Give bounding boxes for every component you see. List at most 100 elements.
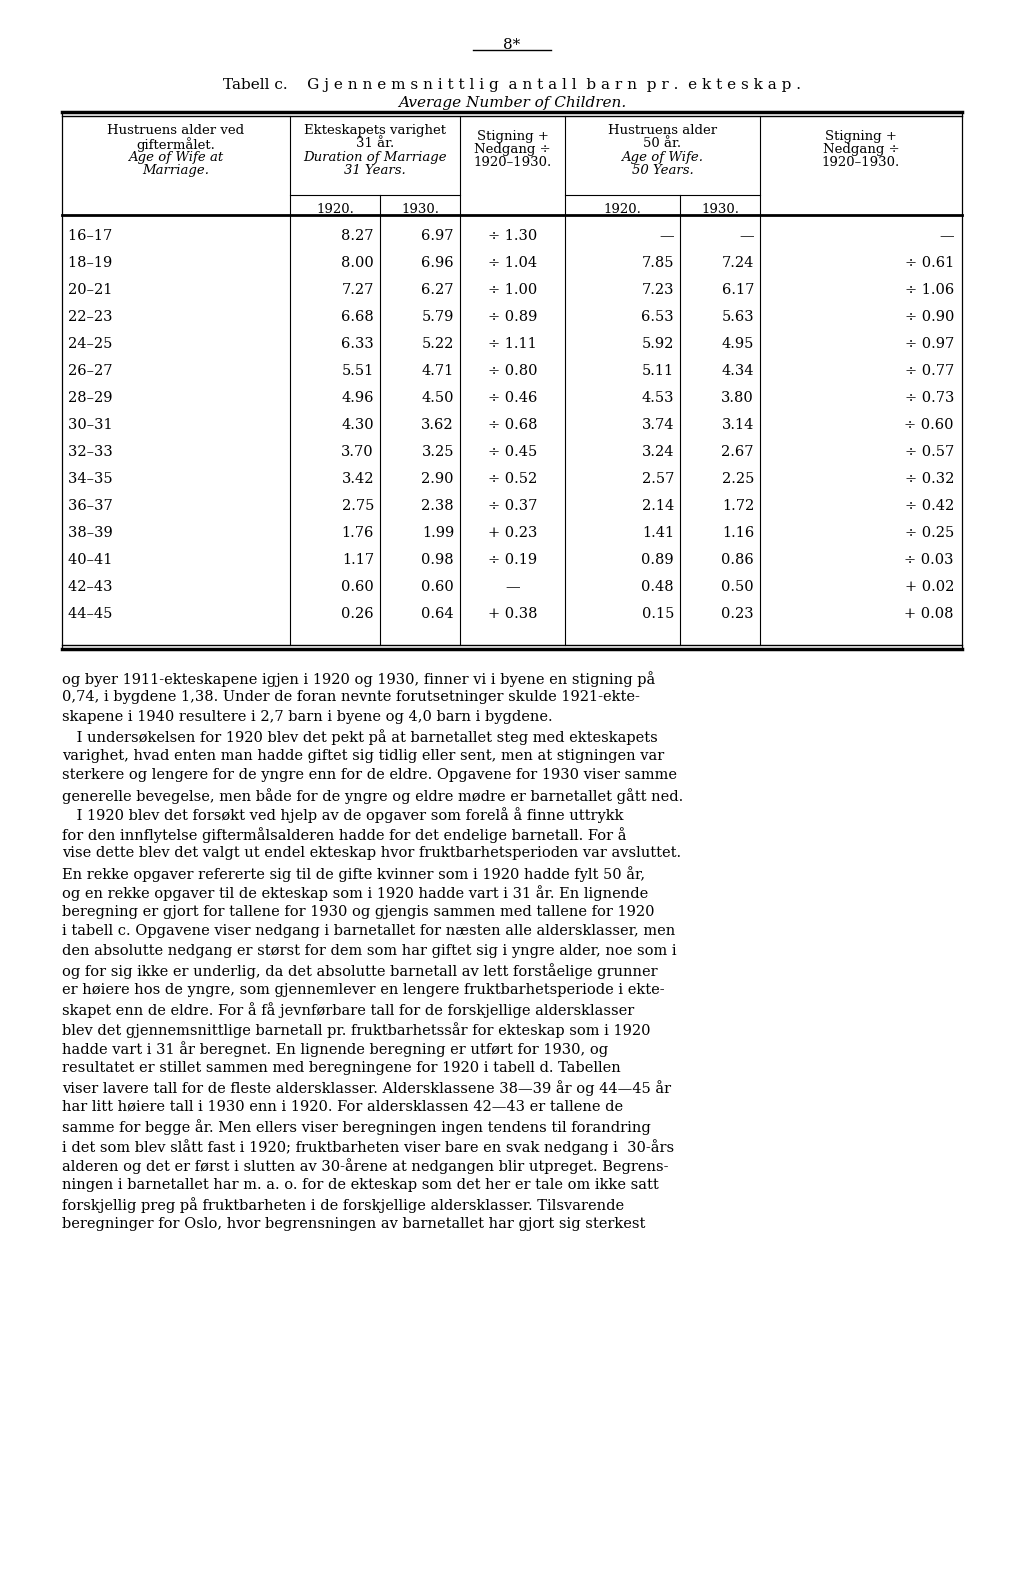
Text: ÷ 1.00: ÷ 1.00 [487,283,538,297]
Text: 6.53: 6.53 [641,310,674,324]
Text: 1.76: 1.76 [342,526,374,540]
Text: I 1920 blev det forsøkt ved hjelp av de opgaver som forelå å finne uttrykk: I 1920 blev det forsøkt ved hjelp av de … [62,807,624,823]
Text: 0.60: 0.60 [341,579,374,593]
Text: 6.96: 6.96 [421,257,454,271]
Text: 42–43: 42–43 [68,579,141,593]
Text: ÷ 0.46: ÷ 0.46 [487,390,538,405]
Text: 32–33: 32–33 [68,445,141,460]
Text: + 0.23: + 0.23 [487,526,538,540]
Text: ÷ 0.37: ÷ 0.37 [487,499,538,513]
Text: Hustruens alder: Hustruens alder [608,124,717,137]
Text: 2.38: 2.38 [421,499,454,513]
Text: 7.24: 7.24 [722,257,754,271]
Text: 3.74: 3.74 [641,419,674,431]
Text: 6.33: 6.33 [341,337,374,351]
Text: forskjellig preg på fruktbarheten i de forskjellige aldersklasser. Tilsvarende: forskjellig preg på fruktbarheten i de f… [62,1198,624,1214]
Text: + 0.02: + 0.02 [904,579,954,593]
Text: 0.98: 0.98 [421,552,454,567]
Text: 0,74, i bygdene 1,38. Under de foran nevnte forutsetninger skulde 1921-ekte-: 0,74, i bygdene 1,38. Under de foran nev… [62,691,640,705]
Text: 0.48: 0.48 [641,579,674,593]
Text: 1.72: 1.72 [722,499,754,513]
Text: ÷ 1.11: ÷ 1.11 [488,337,537,351]
Text: 36–37: 36–37 [68,499,141,513]
Text: Stigning +: Stigning + [825,131,897,143]
Text: hadde vart i 31 år beregnet. En lignende beregning er utført for 1930, og: hadde vart i 31 år beregnet. En lignende… [62,1042,608,1058]
Text: ÷ 0.32: ÷ 0.32 [904,472,954,486]
Text: 6.68: 6.68 [341,310,374,324]
Text: 4.71: 4.71 [422,364,454,378]
Text: 5.51: 5.51 [342,364,374,378]
Text: ÷ 0.77: ÷ 0.77 [905,364,954,378]
Text: 34–35: 34–35 [68,472,141,486]
Text: viser lavere tall for de fleste aldersklasser. Aldersklassene 38—39 år og 44—45 : viser lavere tall for de fleste alderskl… [62,1080,671,1097]
Text: ÷ 0.57: ÷ 0.57 [905,445,954,460]
Text: 44–45: 44–45 [68,608,141,622]
Text: i det som blev slått fast i 1920; fruktbarheten viser bare en svak nedgang i  30: i det som blev slått fast i 1920; fruktb… [62,1140,674,1155]
Text: ÷ 0.90: ÷ 0.90 [904,310,954,324]
Text: 1.16: 1.16 [722,526,754,540]
Text: 18–19: 18–19 [68,257,141,271]
Text: 3.24: 3.24 [641,445,674,460]
Text: 0.26: 0.26 [341,608,374,622]
Text: Tabell c.    G j e n n e m s n i t t l i g  a n t a l l  b a r n  p r .  e k t e: Tabell c. G j e n n e m s n i t t l i g … [223,79,801,91]
Text: 5.22: 5.22 [422,337,454,351]
Text: 0.15: 0.15 [642,608,674,622]
Text: ÷ 0.68: ÷ 0.68 [487,419,538,431]
Text: ÷ 1.06: ÷ 1.06 [905,283,954,297]
Text: 0.86: 0.86 [721,552,754,567]
Text: —: — [659,228,674,242]
Text: 2.67: 2.67 [722,445,754,460]
Text: 3.42: 3.42 [341,472,374,486]
Text: —: — [939,228,954,242]
Text: 31 år.: 31 år. [356,137,394,150]
Text: 38–39: 38–39 [68,526,141,540]
Text: 40–41: 40–41 [68,552,141,567]
Text: 8.00: 8.00 [341,257,374,271]
Text: 2.14: 2.14 [642,499,674,513]
Text: ningen i barnetallet har m. a. o. for de ekteskap som det her er tale om ikke sa: ningen i barnetallet har m. a. o. for de… [62,1177,658,1192]
Text: resultatet er stillet sammen med beregningene for 1920 i tabell d. Tabellen: resultatet er stillet sammen med beregni… [62,1061,621,1075]
Text: 3.62: 3.62 [421,419,454,431]
Text: 2.25: 2.25 [722,472,754,486]
Text: den absolutte nedgang er størst for dem som har giftet sig i yngre alder, noe so: den absolutte nedgang er størst for dem … [62,944,677,959]
Text: Nedgang ÷: Nedgang ÷ [822,143,899,156]
Text: 16–17: 16–17 [68,228,141,242]
Text: 6.97: 6.97 [422,228,454,242]
Text: + 0.38: + 0.38 [487,608,538,622]
Text: skapet enn de eldre. For å få jevnførbare tall for de forskjellige aldersklasser: skapet enn de eldre. For å få jevnførbar… [62,1003,634,1018]
Text: 1.99: 1.99 [422,526,454,540]
Text: 6.27: 6.27 [422,283,454,297]
Text: generelle bevegelse, men både for de yngre og eldre mødre er barnetallet gått ne: generelle bevegelse, men både for de yng… [62,789,683,804]
Text: 31 Years.: 31 Years. [344,164,406,176]
Text: 1920–1930.: 1920–1930. [473,156,552,168]
Text: har litt høiere tall i 1930 enn i 1920. For aldersklassen 42—43 er tallene de: har litt høiere tall i 1930 enn i 1920. … [62,1100,624,1114]
Text: —: — [505,579,520,593]
Text: ÷ 0.60: ÷ 0.60 [904,419,954,431]
Text: Age of Wife at: Age of Wife at [128,151,223,164]
Text: 2.90: 2.90 [422,472,454,486]
Text: 7.27: 7.27 [342,283,374,297]
Text: 30–31: 30–31 [68,419,141,431]
Text: samme for begge år. Men ellers viser beregningen ingen tendens til forandring: samme for begge år. Men ellers viser ber… [62,1119,650,1135]
Text: ÷ 0.03: ÷ 0.03 [904,552,954,567]
Text: 4.50: 4.50 [422,390,454,405]
Text: sterkere og lengere for de yngre enn for de eldre. Opgavene for 1930 viser samme: sterkere og lengere for de yngre enn for… [62,768,677,782]
Text: i tabell c. Opgavene viser nedgang i barnetallet for næsten alle aldersklasser, : i tabell c. Opgavene viser nedgang i bar… [62,924,675,938]
Text: ÷ 0.25: ÷ 0.25 [905,526,954,540]
Text: 0.89: 0.89 [641,552,674,567]
Text: 2.75: 2.75 [342,499,374,513]
Text: beregning er gjort for tallene for 1930 og gjengis sammen med tallene for 1920: beregning er gjort for tallene for 1930 … [62,905,654,919]
Text: ÷ 0.19: ÷ 0.19 [488,552,537,567]
Text: og byer 1911-ekteskapene igjen i 1920 og 1930, finner vi i byene en stigning på: og byer 1911-ekteskapene igjen i 1920 og… [62,671,655,686]
Text: Stigning +: Stigning + [476,131,549,143]
Text: En rekke opgaver refererte sig til de gifte kvinner som i 1920 hadde fylt 50 år,: En rekke opgaver refererte sig til de gi… [62,866,645,881]
Text: 1.41: 1.41 [642,526,674,540]
Text: Marriage.: Marriage. [142,164,210,176]
Text: varighet, hvad enten man hadde giftet sig tidlig eller sent, men at stigningen v: varighet, hvad enten man hadde giftet si… [62,749,665,763]
Text: Duration of Marriage: Duration of Marriage [303,151,446,164]
Text: 1930.: 1930. [701,203,739,216]
Text: ÷ 1.30: ÷ 1.30 [487,228,538,242]
Text: 1920.: 1920. [316,203,354,216]
Text: 6.17: 6.17 [722,283,754,297]
Text: for den innflytelse giftermålsalderen hadde for det endelige barnetall. For å: for den innflytelse giftermålsalderen ha… [62,826,627,842]
